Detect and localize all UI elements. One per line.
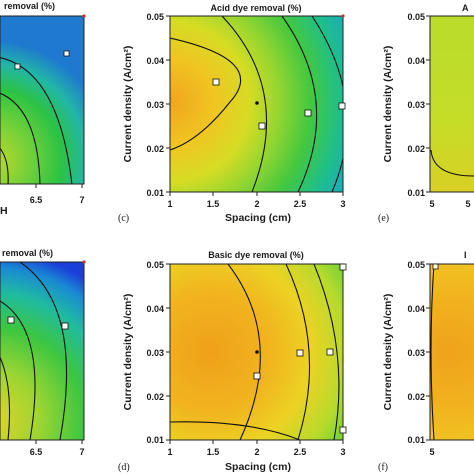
- panel-e-ylabel: Current density (A/cm²): [382, 46, 394, 163]
- panel-d-ytick: 0.05: [146, 260, 164, 270]
- panel-e-xtick: 5: [429, 199, 434, 209]
- contour-marker: [14, 63, 21, 70]
- corner-point: [82, 14, 86, 18]
- panel-c-xtick: 1.5: [207, 199, 220, 209]
- contour-marker: [304, 109, 312, 117]
- panel-c-ylabel: Current density (A/cm²): [122, 46, 134, 163]
- contour-marker: [432, 263, 439, 270]
- panel-c-xtick: 2: [254, 199, 259, 209]
- panel-e: A 0.01 0.02 0.03 0.04 0.05 Current densi…: [378, 3, 474, 224]
- contour-marker: [296, 349, 304, 357]
- panel-f-ytick: 0.03: [407, 348, 425, 358]
- panel-e-yaxis: 0.01 0.02 0.03 0.04 0.05 Current density…: [382, 12, 430, 198]
- panel-e-title: A: [462, 3, 469, 13]
- panel-d-ytick: 0.01: [146, 435, 164, 445]
- panel-a-xlabel: H: [0, 205, 8, 217]
- panel-a-surface: [0, 16, 84, 184]
- corner-point: [341, 14, 345, 18]
- panel-f-contour: [430, 263, 435, 441]
- panel-f-yaxis: 0.01 0.02 0.03 0.04 0.05 Current density…: [382, 260, 430, 445]
- panel-b: removal (%) 6.5 7: [0, 248, 86, 457]
- panel-d-ylabel: Current density (A/cm²): [122, 294, 134, 411]
- panel-e-label: (e): [378, 213, 389, 224]
- panel-f-ytick: 0.04: [407, 304, 425, 314]
- panel-e-xtick: 5: [465, 199, 470, 209]
- panel-a-xtick: 7: [79, 195, 84, 205]
- panel-f-ytick: 0.02: [407, 392, 425, 402]
- panel-d: Basic dye removal (%) 0.01 0.02 0.03 0.0…: [118, 250, 347, 473]
- panel-c-xtick: 3: [340, 199, 345, 209]
- panel-c-ytick: 0.02: [146, 144, 164, 154]
- contour-marker: [63, 50, 70, 57]
- panel-c-ytick: 0.03: [146, 100, 164, 110]
- panel-e-ytick: 0.03: [407, 100, 425, 110]
- panel-c-xtick: 1: [167, 199, 172, 209]
- panel-f-surface: [430, 264, 474, 440]
- panel-e-ytick: 0.01: [407, 188, 425, 198]
- panel-b-surface: [0, 262, 84, 440]
- contour-marker: [258, 122, 266, 130]
- panel-d-ytick: 0.02: [146, 392, 164, 402]
- panel-d-ytick: 0.03: [146, 348, 164, 358]
- contour-marker: [7, 316, 15, 324]
- panel-c-title: Acid dye removal (%): [210, 3, 301, 13]
- design-point: [255, 350, 259, 354]
- panel-c-ytick: 0.04: [146, 56, 164, 66]
- panel-d-xtick: 3: [340, 447, 345, 457]
- contour-marker: [253, 372, 261, 380]
- panel-d-markers: [253, 263, 347, 434]
- panel-d-contours: [170, 264, 340, 440]
- panel-b-xtick: 7: [79, 447, 84, 457]
- panel-c-xaxis: 1 1.5 2 2.5 3 Spacing (cm): [167, 192, 346, 224]
- panel-e-surface: [430, 16, 474, 192]
- panel-b-xtick: 6.5: [30, 447, 43, 457]
- panel-d-label: (d): [118, 462, 130, 473]
- panel-f-ytick: 0.05: [407, 260, 425, 270]
- panel-a-title: removal (%): [4, 1, 55, 11]
- panel-c-yaxis: 0.01 0.02 0.03 0.04 0.05 Current density…: [122, 12, 170, 198]
- panel-d-xtick: 1.5: [207, 447, 220, 457]
- contour-marker: [326, 348, 334, 356]
- panel-d-xaxis: 1 1.5 2 2.5 3 Spacing (cm): [167, 440, 346, 473]
- panel-d-yaxis: 0.01 0.02 0.03 0.04 0.05 Current density…: [122, 260, 170, 445]
- panel-c-contours: [170, 16, 343, 192]
- design-point: [255, 101, 259, 105]
- panel-d-xlabel: Spacing (cm): [225, 461, 291, 473]
- panel-c-xlabel: Spacing (cm): [225, 212, 291, 224]
- panel-a-xtick: 6.5: [30, 195, 43, 205]
- panel-c-label: (c): [118, 213, 129, 224]
- contour-marker: [212, 78, 220, 86]
- panel-f: I 0.01 0.02 0.03 0.04 0.05 Current densi…: [378, 250, 474, 473]
- panel-f-title: I: [464, 250, 467, 260]
- corner-point: [82, 260, 86, 264]
- contour-marker: [61, 322, 69, 330]
- contour-marker: [338, 102, 346, 110]
- panel-f-xtick: 5: [429, 447, 434, 457]
- panel-c: Acid dye removal (%) 0.01 0.02 0.03 0.04…: [118, 3, 346, 224]
- panel-a: removal (%) 6.5 7 H: [0, 1, 86, 217]
- panel-c-xtick: 2.5: [294, 199, 307, 209]
- panel-f-ylabel: Current density (A/cm²): [382, 294, 394, 411]
- panel-b-title: removal (%): [2, 248, 53, 258]
- panel-c-ytick: 0.05: [146, 12, 164, 22]
- panel-d-title: Basic dye removal (%): [208, 250, 304, 260]
- panel-d-xtick: 2: [254, 447, 259, 457]
- panel-c-markers: [212, 14, 346, 130]
- panel-d-ytick: 0.04: [146, 304, 164, 314]
- panel-f-ytick: 0.01: [407, 435, 425, 445]
- panel-e-ytick: 0.04: [407, 56, 425, 66]
- panel-e-contour: [430, 149, 474, 177]
- panel-d-xtick: 1: [167, 447, 172, 457]
- contour-marker: [339, 263, 347, 271]
- panel-e-ytick: 0.05: [407, 12, 425, 22]
- panel-e-ytick: 0.02: [407, 144, 425, 154]
- contour-marker: [339, 426, 347, 434]
- panel-d-xtick: 2.5: [294, 447, 307, 457]
- panel-c-ytick: 0.01: [146, 188, 164, 198]
- panel-f-label: (f): [378, 462, 388, 473]
